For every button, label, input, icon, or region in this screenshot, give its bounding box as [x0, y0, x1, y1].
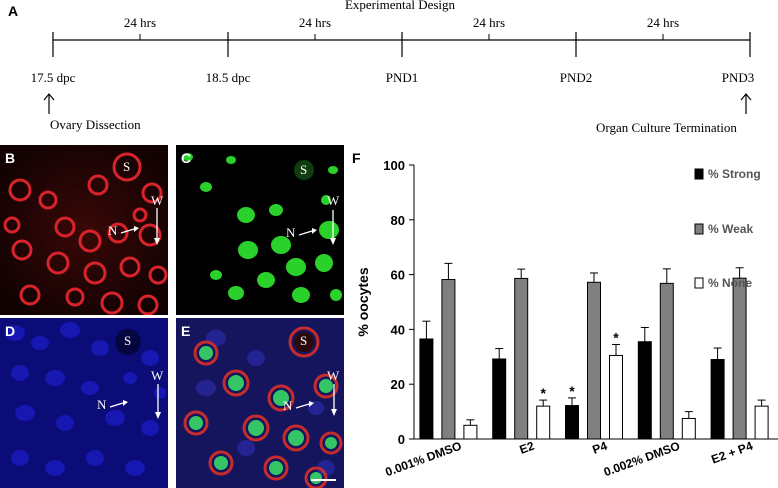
legend-swatch [694, 277, 704, 289]
timepoint-label: 18.5 dpc [205, 70, 251, 85]
bar [492, 358, 507, 440]
nucleus-marker: N [286, 225, 296, 240]
end-event-label: Organ Culture Termination [596, 120, 737, 135]
category-label: P4 [590, 439, 609, 457]
bar [419, 338, 434, 440]
arrow-icon [298, 210, 336, 245]
bar-chart: 0 20 40 60 80 100 % oocytes 0.001% DMSO * E2 * * P40… [355, 158, 778, 480]
nucleus-marker: N [97, 397, 107, 412]
panel-c-label: C [181, 150, 192, 166]
y-tick-label: 100 [383, 158, 405, 173]
weak-marker: W [151, 368, 164, 383]
legend-swatch [694, 223, 704, 235]
bar [514, 277, 529, 440]
y-axis-label: % oocytes [355, 267, 371, 336]
interval-label: 24 hrs [472, 15, 506, 30]
micrograph-d: D S N W [0, 318, 168, 488]
micrograph-e: E S N W [176, 318, 344, 488]
up-arrow-icon [43, 93, 55, 114]
significance-star: * [569, 383, 575, 399]
timeline-title: Experimental Design [344, 0, 456, 12]
y-tick-label: 40 [391, 322, 405, 337]
bar [565, 405, 579, 440]
secondary-oocyte-marker: S [300, 162, 308, 177]
bar [536, 405, 551, 440]
interval-label: 24 hrs [298, 15, 332, 30]
bar [754, 405, 769, 440]
timepoint-label: PND2 [559, 70, 593, 85]
legend-label: % None [708, 276, 752, 290]
interval-label: 24 hrs [123, 15, 157, 30]
panel-f-label: F [352, 150, 361, 166]
y-tick-label: 80 [391, 213, 405, 228]
significance-star: * [613, 329, 619, 345]
bar [587, 281, 601, 440]
bar [637, 341, 652, 440]
bar [710, 359, 725, 440]
bar [441, 279, 456, 440]
timepoint-label: PND1 [385, 70, 419, 85]
secondary-oocyte-marker: S [124, 333, 132, 348]
start-event-label: Ovary Dissection [50, 117, 141, 132]
category-label: E2 [518, 439, 537, 457]
category-label: 0.001% DMSO [383, 439, 463, 480]
bar [681, 417, 696, 440]
y-tick-label: 60 [391, 268, 405, 283]
bar [659, 282, 674, 440]
arrow-icon [109, 384, 161, 419]
legend-swatch [694, 168, 704, 180]
timepoint-label: 17.5 dpc [30, 70, 76, 85]
legend-label: % Weak [708, 222, 753, 236]
category-label: E2 + P4 [709, 439, 755, 467]
panel-b-label: B [5, 150, 16, 166]
bar [463, 424, 478, 440]
significance-star: * [540, 385, 546, 401]
category-label: 0.002% DMSO [602, 439, 682, 480]
arrow-icon [120, 208, 160, 245]
arrow-icon [295, 384, 337, 416]
bar [732, 277, 747, 440]
secondary-oocyte-marker: S [300, 333, 308, 348]
micrograph-c: C S N W [176, 145, 344, 315]
panel-d-label: D [5, 323, 16, 339]
secondary-oocyte-marker: S [123, 159, 131, 174]
weak-marker: W [327, 368, 340, 383]
weak-marker: W [327, 193, 340, 208]
nucleus-marker: N [108, 223, 118, 238]
interval-label: 24 hrs [646, 15, 680, 30]
y-tick-label: 20 [391, 377, 405, 392]
bar [609, 354, 623, 440]
micrograph-b: B S N W [0, 145, 168, 315]
legend-label: % Strong [708, 167, 761, 181]
timepoint-label: PND3 [721, 70, 755, 85]
nucleus-marker: N [283, 398, 293, 413]
panel-a-label: A [8, 3, 19, 19]
y-tick-label: 0 [398, 432, 405, 447]
panel-e-label: E [181, 323, 191, 339]
timeline-axis [52, 32, 751, 57]
weak-marker: W [151, 193, 164, 208]
up-arrow-icon [740, 93, 752, 114]
